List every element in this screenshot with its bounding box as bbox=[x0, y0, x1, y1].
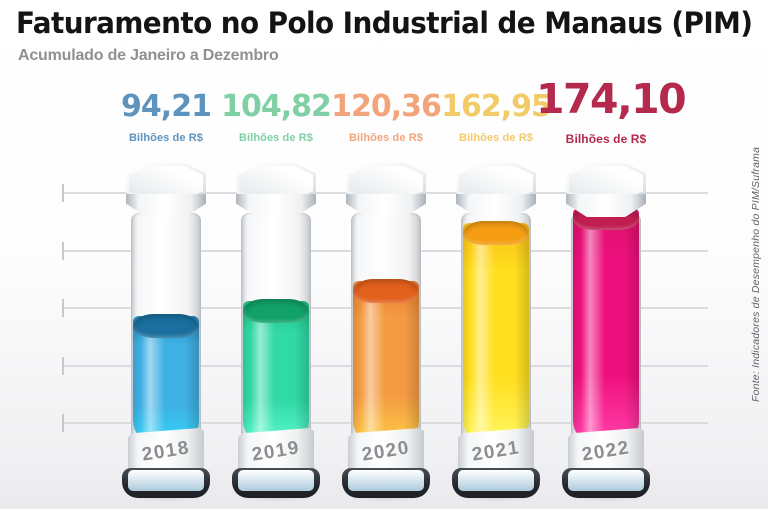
year-label: 2019 bbox=[250, 437, 302, 466]
tube-liquid bbox=[353, 279, 419, 443]
tube-pedestal: 2020 bbox=[348, 428, 424, 472]
foot-inner bbox=[458, 470, 534, 491]
tube-cap bbox=[566, 163, 646, 217]
tube-cap bbox=[236, 163, 316, 217]
bar-value: 162,95 bbox=[441, 89, 552, 124]
bar-unit: Bilhões de R$ bbox=[128, 132, 204, 144]
cap-band bbox=[566, 194, 646, 217]
tube-liquid bbox=[243, 299, 309, 443]
liquid-sheen bbox=[353, 281, 419, 443]
tube-pedestal: 2018 bbox=[128, 428, 204, 472]
year-label: 2020 bbox=[360, 437, 412, 466]
bar-unit: Bilhões de R$ bbox=[238, 132, 314, 144]
foot-inner bbox=[568, 470, 644, 491]
bar-2021: 162,95 Bilhões de R$ 2021 bbox=[436, 78, 556, 509]
bar-2020: 120,36 Bilhões de R$ 2020 bbox=[326, 78, 446, 509]
tube-foot bbox=[452, 468, 540, 498]
liquid-surface bbox=[133, 314, 199, 338]
bar-value: 94,21 bbox=[121, 89, 212, 124]
cap-band bbox=[456, 194, 536, 217]
liquid-sheen bbox=[573, 208, 639, 443]
liquid-surface bbox=[353, 279, 419, 303]
bar-unit: Bilhões de R$ bbox=[348, 132, 424, 144]
chart-title: Faturamento no Polo Industrial de Manaus… bbox=[16, 6, 753, 40]
tube-foot bbox=[562, 468, 650, 498]
source-note: Fonte: Indicadores de Desempenho do PIM/… bbox=[750, 146, 762, 402]
cap-band bbox=[126, 194, 206, 217]
bar-value: 104,82 bbox=[221, 89, 332, 124]
tube-liquid bbox=[133, 314, 199, 443]
tube-pedestal: 2022 bbox=[568, 428, 644, 472]
bar-unit: Bilhões de R$ bbox=[565, 132, 647, 146]
bar-2022: 174,10 Bilhões de R$ 2022 bbox=[536, 78, 687, 509]
bar-value: 120,36 bbox=[331, 89, 442, 124]
liquid-sheen bbox=[463, 223, 529, 443]
foot-inner bbox=[238, 470, 314, 491]
tube-cap bbox=[456, 163, 536, 217]
tube-foot bbox=[232, 468, 320, 498]
tube-cap bbox=[346, 163, 426, 217]
year-label: 2018 bbox=[140, 437, 192, 466]
foot-inner bbox=[348, 470, 424, 491]
year-label: 2022 bbox=[580, 437, 632, 466]
tube-liquid bbox=[573, 206, 639, 443]
bar-unit: Bilhões de R$ bbox=[458, 132, 534, 144]
foot-inner bbox=[128, 470, 204, 491]
bar-2018: 94,21 Bilhões de R$ 2018 bbox=[106, 78, 226, 509]
liquid-surface bbox=[463, 221, 529, 245]
liquid-sheen bbox=[243, 301, 309, 443]
cap-band bbox=[236, 194, 316, 217]
bar-2019: 104,82 Bilhões de R$ 2019 bbox=[216, 78, 336, 509]
tube-cap bbox=[126, 163, 206, 217]
year-label: 2021 bbox=[470, 437, 522, 466]
tube-foot bbox=[122, 468, 210, 498]
cap-band bbox=[346, 194, 426, 217]
liquid-surface bbox=[243, 299, 309, 323]
tube-liquid bbox=[463, 221, 529, 443]
tube-pedestal: 2021 bbox=[458, 428, 534, 472]
bar-value: 174,10 bbox=[536, 75, 687, 123]
tube-pedestal: 2019 bbox=[238, 428, 314, 472]
chart-subtitle: Acumulado de Janeiro a Dezembro bbox=[18, 47, 279, 64]
tube-foot bbox=[342, 468, 430, 498]
